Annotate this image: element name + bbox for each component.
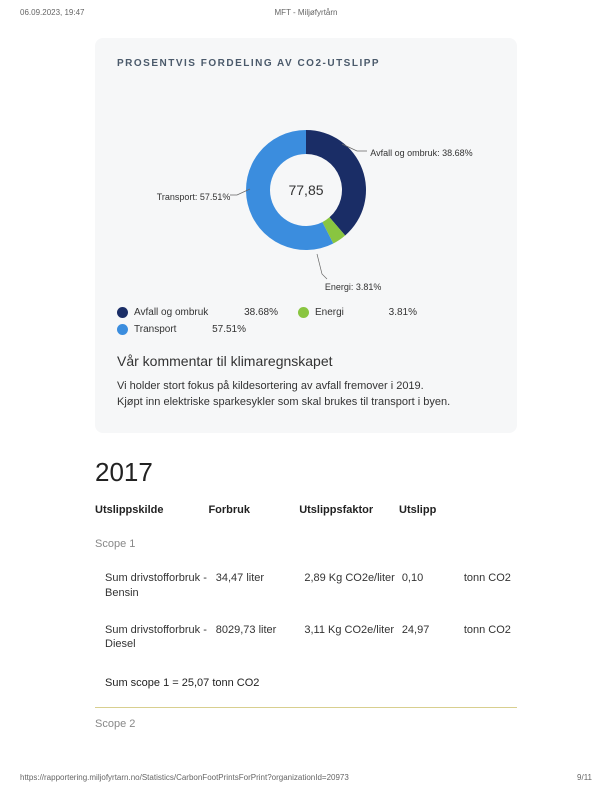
- footer-url: https://rapportering.miljofyrtarn.no/Sta…: [20, 773, 349, 782]
- scope1-label: Scope 1: [95, 528, 517, 560]
- donut-center-value: 77,85: [288, 182, 323, 198]
- cell-factor: 2,89 Kg CO2e/liter: [304, 571, 401, 586]
- table-row: Sum drivstofforbruk - Bensin 34,47 liter…: [95, 560, 517, 612]
- co2-distribution-card: PROSENTVIS FORDELING AV CO2-UTSLIPP 77,8…: [95, 38, 517, 433]
- th-use: Forbruk: [208, 504, 299, 516]
- swatch-icon: [117, 307, 128, 318]
- scope2-label: Scope 2: [95, 708, 517, 740]
- legend-val: 57.51%: [200, 324, 246, 335]
- th-unit: [463, 504, 517, 516]
- legend: Avfall og ombruk 38.68% Energi 3.81% Tra…: [117, 307, 495, 335]
- slice-label-transport: Transport: 57.51%: [157, 192, 231, 202]
- slice-label-avfall: Avfall og ombruk: 38.68%: [370, 148, 472, 158]
- cell-unit: tonn CO2: [464, 571, 517, 586]
- comment-title: Vår kommentar til klimaregnskapet: [117, 353, 495, 369]
- page-footer: https://rapportering.miljofyrtarn.no/Sta…: [20, 773, 592, 782]
- cell-unit: tonn CO2: [464, 623, 517, 638]
- th-source: Utslippskilde: [95, 504, 208, 516]
- footer-page: 9/11: [577, 773, 592, 782]
- comment-body: Vi holder stort fokus på kildesortering …: [117, 379, 495, 411]
- year-heading: 2017: [95, 457, 517, 488]
- table-row: Sum drivstofforbruk - Diesel 8029,73 lit…: [95, 612, 517, 664]
- legend-val: 38.68%: [232, 307, 278, 318]
- card-title: PROSENTVIS FORDELING AV CO2-UTSLIPP: [117, 58, 495, 69]
- swatch-icon: [298, 307, 309, 318]
- comment-line: Kjøpt inn elektriske sparkesykler som sk…: [117, 395, 495, 411]
- scope1-sum: Sum scope 1 = 25,07 tonn CO2: [95, 663, 517, 703]
- legend-name: Avfall og ombruk: [134, 307, 226, 318]
- header-doctitle: MFT - Miljøfyrtårn: [20, 8, 592, 17]
- cell-value: 0,10: [402, 571, 464, 586]
- cell-factor: 3,11 Kg CO2e/liter: [304, 623, 401, 638]
- cell-source: Sum drivstofforbruk - Bensin: [105, 571, 216, 601]
- slice-label-energi: Energi: 3.81%: [325, 282, 382, 292]
- legend-item: Avfall og ombruk 38.68%: [117, 307, 292, 318]
- th-value: Utslipp: [399, 504, 463, 516]
- emissions-table: Utslippskilde Forbruk Utslippsfaktor Uts…: [95, 504, 517, 740]
- legend-name: Transport: [134, 324, 194, 335]
- table-header: Utslippskilde Forbruk Utslippsfaktor Uts…: [95, 504, 517, 528]
- main-content: PROSENTVIS FORDELING AV CO2-UTSLIPP 77,8…: [0, 0, 612, 740]
- th-factor: Utslippsfaktor: [299, 504, 399, 516]
- legend-val: 3.81%: [371, 307, 417, 318]
- legend-name: Energi: [315, 307, 365, 318]
- cell-source: Sum drivstofforbruk - Diesel: [105, 623, 216, 653]
- legend-item: Transport 57.51%: [117, 324, 246, 335]
- page-header: 06.09.2023, 19:47 MFT - Miljøfyrtårn: [20, 8, 592, 17]
- donut-chart: 77,85 Avfall og ombruk: 38.68% Energi: 3…: [117, 89, 495, 299]
- cell-value: 24,97: [402, 623, 464, 638]
- comment-line: Vi holder stort fokus på kildesortering …: [117, 379, 495, 395]
- legend-item: Energi 3.81%: [298, 307, 431, 318]
- swatch-icon: [117, 324, 128, 335]
- cell-use: 8029,73 liter: [216, 623, 305, 638]
- cell-use: 34,47 liter: [216, 571, 305, 586]
